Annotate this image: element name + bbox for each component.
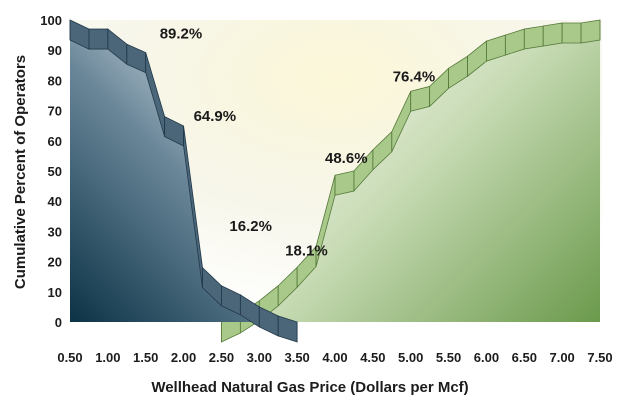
series-2-ribbon-segment bbox=[561, 22, 582, 44]
y-tick-label: 90 bbox=[48, 43, 62, 58]
series-1-area bbox=[70, 20, 298, 322]
y-axis-title: Cumulative Percent of Operators bbox=[12, 55, 29, 289]
y-tick-label: 40 bbox=[48, 194, 62, 209]
x-tick-label: 3.00 bbox=[247, 350, 272, 365]
blue-series-layer bbox=[69, 19, 298, 343]
data-labels: 89.2% 64.9% 16.2% 18.1% 48.6% 76.4% bbox=[160, 26, 436, 260]
green-series-layer bbox=[221, 19, 601, 343]
data-label: 89.2% bbox=[160, 26, 203, 43]
series-1-ribbon-segment bbox=[88, 28, 109, 50]
y-tick-label: 80 bbox=[48, 73, 62, 88]
x-tick-label: 1.00 bbox=[95, 350, 120, 365]
series-2-ribbon-segment bbox=[523, 25, 544, 50]
y-tick-label: 10 bbox=[48, 285, 62, 300]
x-tick-label: 1.50 bbox=[133, 350, 158, 365]
x-axis-ticks: 0.50 1.00 1.50 2.00 2.50 3.00 3.50 4.00 4.50 5.00… bbox=[57, 350, 612, 365]
data-label: 16.2% bbox=[229, 218, 272, 235]
y-tick-label: 20 bbox=[48, 255, 62, 270]
data-label: 64.9% bbox=[194, 108, 237, 125]
series-2-ribbon-segment bbox=[410, 85, 431, 112]
y-tick-label: 70 bbox=[48, 104, 62, 119]
data-label: 18.1% bbox=[285, 242, 328, 259]
x-tick-label: 2.50 bbox=[209, 350, 234, 365]
data-label: 48.6% bbox=[325, 150, 368, 167]
x-tick-label: 6.50 bbox=[512, 350, 537, 365]
x-axis-title: Wellhead Natural Gas Price (Dollars per … bbox=[151, 379, 468, 396]
y-axis-ticks: 0 10 20 30 40 50 60 70 80 90 100 bbox=[40, 13, 62, 330]
x-tick-label: 2.00 bbox=[171, 350, 196, 365]
series-2-ribbon-segment bbox=[334, 170, 355, 196]
x-tick-label: 7.50 bbox=[587, 350, 612, 365]
x-tick-label: 4.50 bbox=[360, 350, 385, 365]
x-tick-label: 5.50 bbox=[436, 350, 461, 365]
data-label: 76.4% bbox=[393, 68, 436, 85]
series-2-ribbon-segment bbox=[580, 19, 601, 44]
x-tick-label: 6.00 bbox=[474, 350, 499, 365]
y-tick-label: 60 bbox=[48, 134, 62, 149]
x-tick-label: 5.00 bbox=[398, 350, 423, 365]
x-tick-label: 0.50 bbox=[57, 350, 82, 365]
y-tick-label: 0 bbox=[55, 315, 62, 330]
x-tick-label: 3.50 bbox=[284, 350, 309, 365]
x-tick-label: 4.00 bbox=[322, 350, 347, 365]
series-2-ribbon-segment bbox=[542, 22, 563, 47]
x-tick-label: 7.00 bbox=[549, 350, 574, 365]
y-tick-label: 30 bbox=[48, 224, 62, 239]
y-tick-label: 100 bbox=[40, 13, 62, 28]
y-tick-label: 50 bbox=[48, 164, 62, 179]
series-2-area bbox=[221, 20, 600, 322]
